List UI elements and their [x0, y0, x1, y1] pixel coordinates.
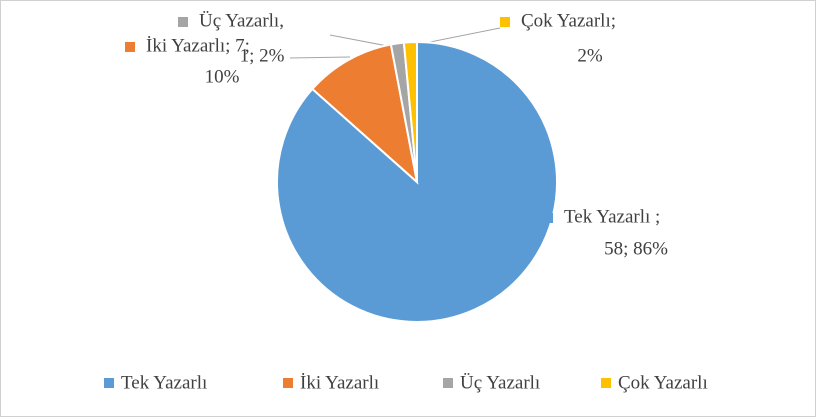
data-label: 58; 86%: [604, 238, 668, 259]
legend-marker: [104, 378, 114, 388]
label-marker: [178, 17, 188, 27]
label-marker: [500, 17, 510, 27]
legend-label: Tek Yazarlı: [121, 372, 207, 393]
data-label: Üç Yazarlı,: [199, 10, 284, 31]
legend-label: İki Yazarlı: [300, 372, 379, 393]
legend-marker: [443, 378, 453, 388]
data-label: 10%: [205, 66, 240, 87]
pie-slice: [310, 43, 419, 185]
data-label: Tek Yazarlı ;: [564, 206, 660, 227]
label-marker: [543, 213, 553, 223]
pie-slice: [402, 40, 418, 183]
data-label: Çok Yazarlı;: [521, 10, 616, 31]
data-label: İki Yazarlı; 7;: [146, 35, 250, 56]
leader-line: [289, 56, 351, 59]
data-label: 2%: [577, 45, 603, 66]
legend-label: Çok Yazarlı: [618, 372, 708, 393]
label-marker: [125, 42, 135, 52]
legend-marker: [283, 378, 293, 388]
data-label: 1; 2%: [240, 45, 285, 66]
legend-marker: [601, 378, 611, 388]
legend-label: Üç Yazarlı: [460, 372, 540, 393]
